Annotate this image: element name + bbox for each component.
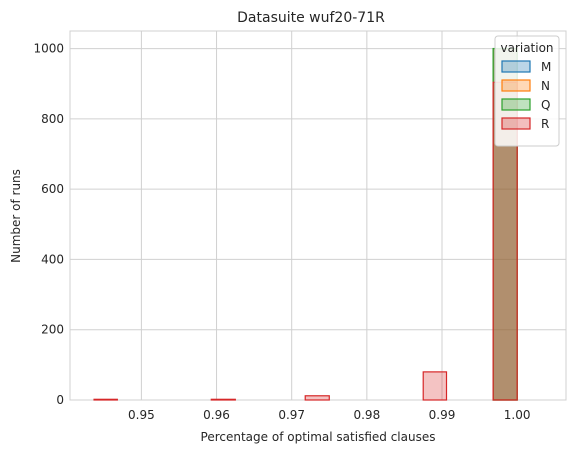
legend-title: variation <box>500 41 553 55</box>
y-tick-label: 400 <box>41 252 64 266</box>
y-tick-label: 1000 <box>33 42 64 56</box>
legend-label: M <box>541 60 551 74</box>
x-tick-label: 0.96 <box>203 408 230 422</box>
y-tick-label: 600 <box>41 182 64 196</box>
legend-swatch <box>501 98 531 111</box>
legend-label: N <box>541 79 550 93</box>
plot-area <box>69 30 567 401</box>
y-tick-label: 800 <box>41 112 64 126</box>
y-tick-label: 0 <box>56 393 64 407</box>
y-tick-labels: 0 200 400 600 800 1000 <box>33 42 64 407</box>
x-tick-label: 1.00 <box>504 408 531 422</box>
y-tick-label: 200 <box>41 323 64 337</box>
legend-swatch <box>501 79 531 92</box>
bar <box>93 398 118 401</box>
x-tick-label: 0.99 <box>429 408 456 422</box>
x-tick-label: 0.97 <box>278 408 305 422</box>
legend-label: Q <box>541 98 550 112</box>
legend-swatch <box>501 60 531 73</box>
bar <box>304 395 330 401</box>
bar <box>210 398 236 401</box>
legend-swatch <box>501 117 531 130</box>
y-axis-label: Number of runs <box>9 169 23 263</box>
x-tick-label: 0.98 <box>353 408 380 422</box>
chart-title: Datasuite wuf20-71R <box>237 10 385 26</box>
bar <box>422 371 448 401</box>
x-tick-labels: 0.95 0.96 0.97 0.98 0.99 1.00 <box>128 408 530 422</box>
x-axis-label: Percentage of optimal satisfied clauses <box>201 430 436 444</box>
x-tick-label: 0.95 <box>128 408 155 422</box>
legend-label: R <box>541 117 549 131</box>
